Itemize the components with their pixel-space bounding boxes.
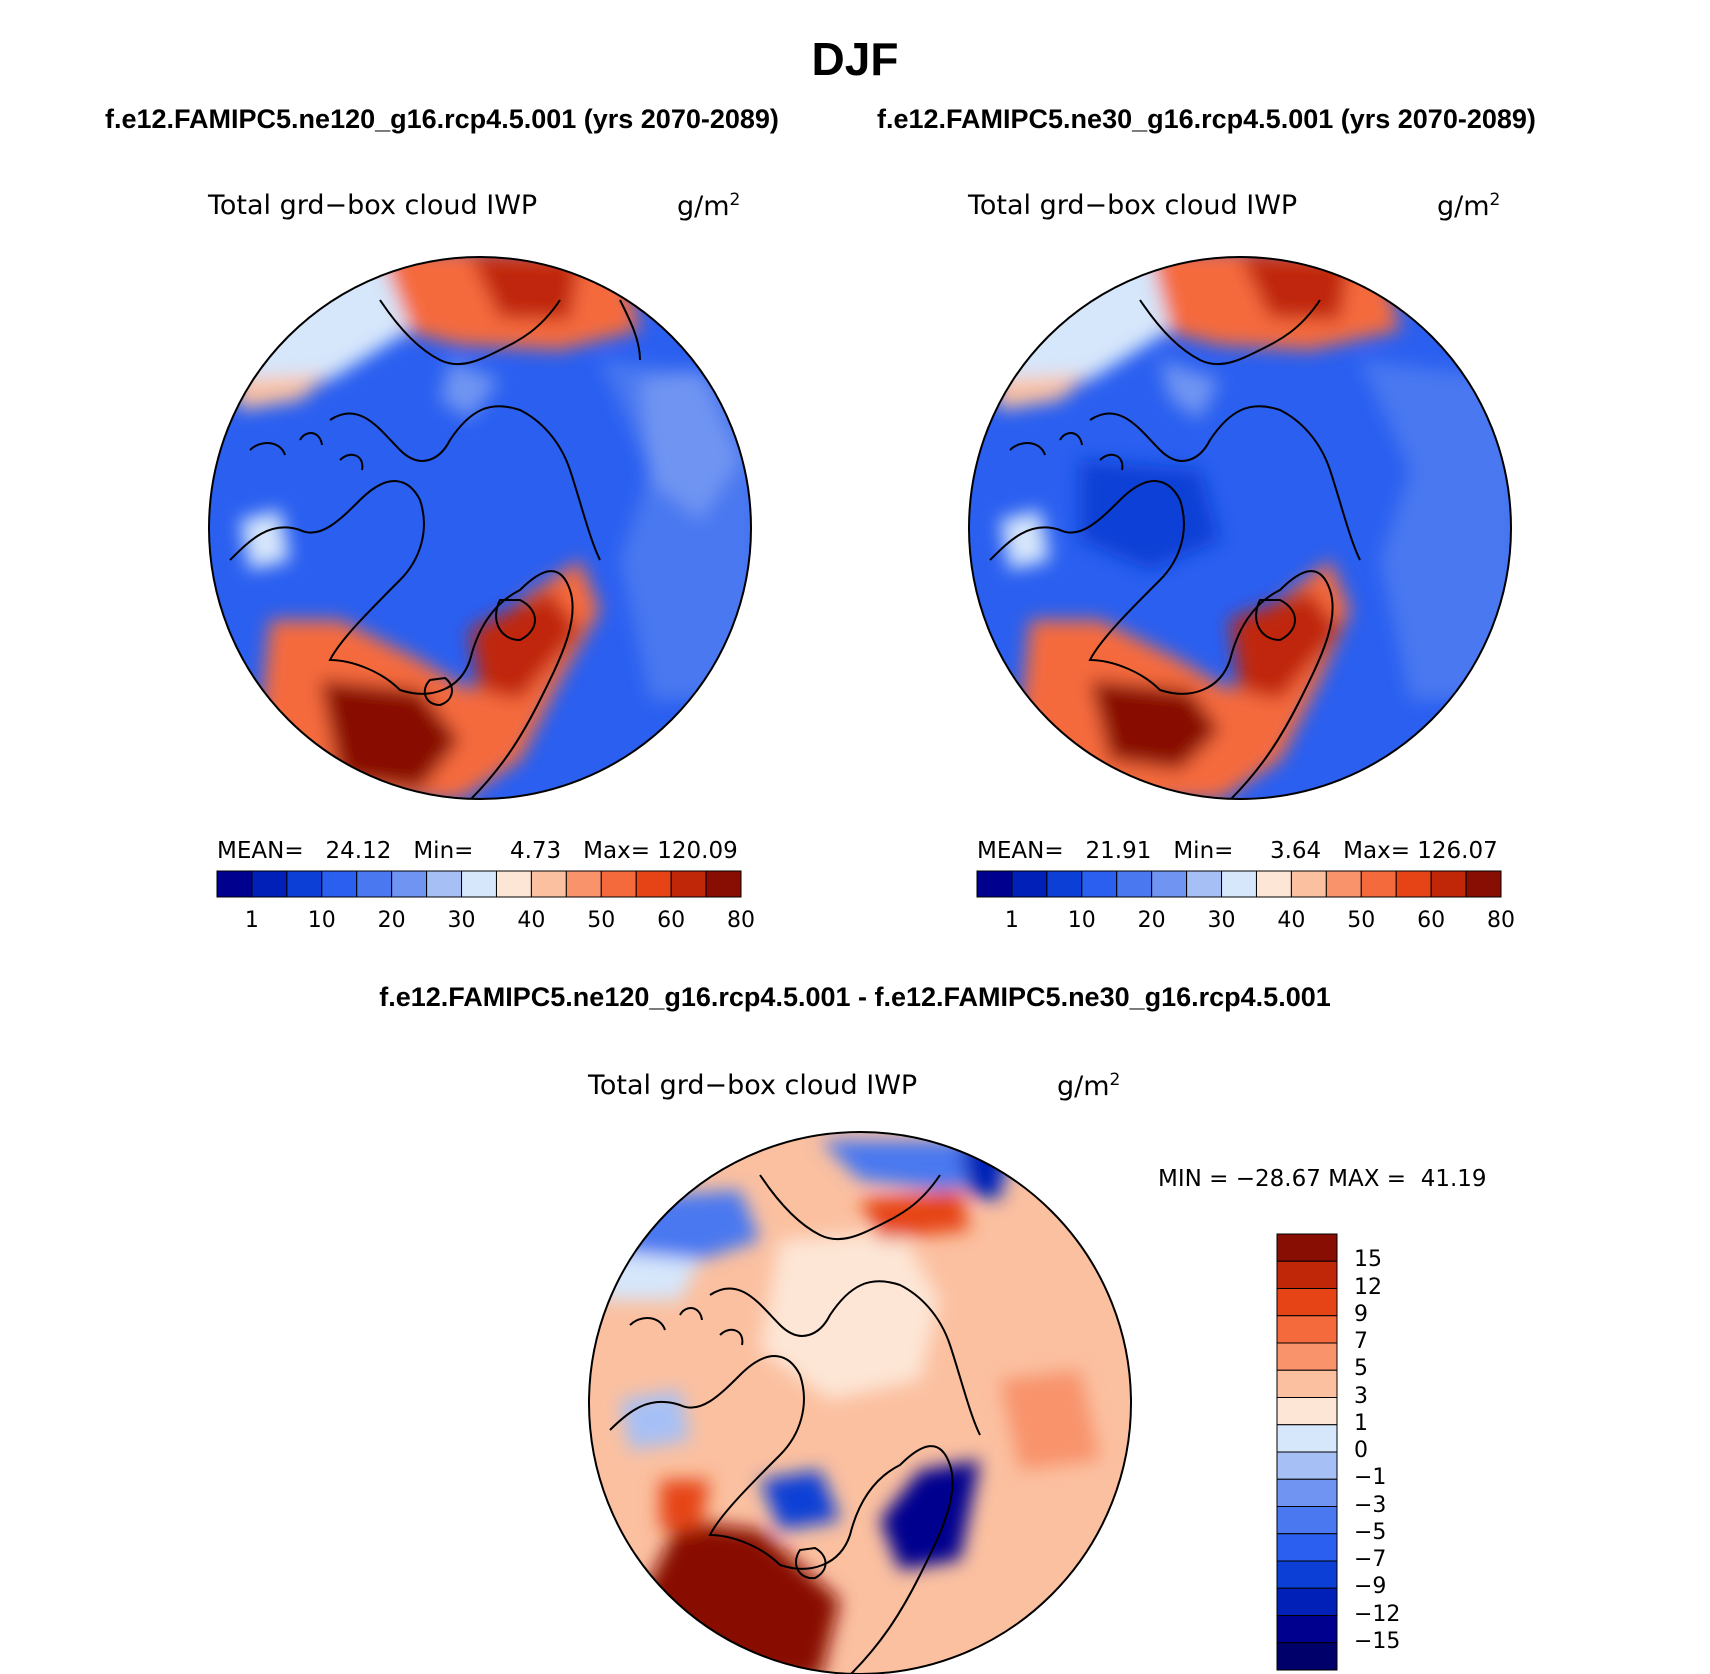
colorbar-swatch bbox=[1255, 870, 1292, 898]
colorbar-swatch bbox=[461, 870, 497, 898]
colorbar-swatch bbox=[1290, 870, 1327, 898]
colorbar-tick-label: −3 bbox=[1354, 1492, 1387, 1518]
colorbar-tick-label: 15 bbox=[1354, 1247, 1382, 1273]
colorbar-tick-label: −7 bbox=[1354, 1547, 1387, 1572]
colorbar-swatch bbox=[600, 870, 637, 898]
colorbar-swatch bbox=[426, 870, 463, 898]
colorbar-swatch bbox=[1276, 1424, 1338, 1453]
colorbar-swatch bbox=[1276, 1560, 1338, 1589]
colorbar-swatch bbox=[1276, 1369, 1338, 1398]
colorbar-tick-label: 50 bbox=[587, 908, 616, 933]
colorbar-tick-label: −9 bbox=[1354, 1574, 1387, 1600]
colorbar-tick-label: 60 bbox=[657, 908, 686, 933]
colorbar-swatch bbox=[1395, 870, 1432, 898]
colorbar-swatch bbox=[1276, 1288, 1338, 1317]
colorbar-tick-label: −5 bbox=[1354, 1519, 1387, 1545]
panel-2-subtitle: f.e12.FAMIPC5.ne30_g16.rcp4.5.001 (yrs 2… bbox=[877, 104, 1536, 134]
panel-2-colorbar-ticks: 1 10 20 30 40 50 60 80 bbox=[976, 908, 1515, 936]
panel-1-colorbar bbox=[216, 870, 742, 898]
colorbar-tick-label: 20 bbox=[1137, 908, 1166, 933]
panel-1-field bbox=[209, 257, 751, 799]
colorbar-swatch bbox=[1276, 1342, 1338, 1371]
colorbar-swatch bbox=[1186, 870, 1223, 898]
colorbar-swatch bbox=[1116, 870, 1153, 898]
colorbar-swatch bbox=[391, 870, 428, 898]
colorbar-swatch bbox=[1011, 870, 1048, 898]
colorbar-swatch bbox=[1430, 870, 1467, 898]
panel-2-units: g/m2 bbox=[1437, 190, 1501, 222]
colorbar-tick-label: 12 bbox=[1354, 1274, 1382, 1300]
difference-title: f.e12.FAMIPC5.ne120_g16.rcp4.5.001 - f.e… bbox=[379, 982, 1331, 1012]
panel-1-stats: MEAN= 24.12 Min= 4.73 Max= 120.09 bbox=[217, 838, 738, 864]
colorbar-tick-label: 60 bbox=[1417, 908, 1446, 933]
panel-2-stats: MEAN= 21.91 Min= 3.64 Max= 126.07 bbox=[977, 838, 1498, 864]
colorbar-swatch bbox=[286, 870, 323, 898]
colorbar-tick-label: −1 bbox=[1354, 1465, 1387, 1491]
colorbar-swatch bbox=[1465, 870, 1502, 898]
colorbar-swatch bbox=[251, 870, 288, 898]
colorbar-tick-label: 80 bbox=[1487, 908, 1515, 933]
colorbar-swatch bbox=[1276, 1260, 1338, 1289]
colorbar-tick-label: 1 bbox=[244, 908, 259, 933]
colorbar-swatch bbox=[1276, 1642, 1338, 1671]
colorbar-tick-label: 40 bbox=[1277, 908, 1306, 933]
colorbar-tick-label: 40 bbox=[517, 908, 546, 933]
colorbar-tick-label: 7 bbox=[1354, 1329, 1368, 1354]
colorbar-tick-label: 3 bbox=[1354, 1383, 1368, 1409]
colorbar-swatch bbox=[1276, 1315, 1338, 1344]
colorbar-swatch bbox=[1046, 870, 1083, 898]
colorbar-swatch bbox=[1276, 1506, 1338, 1535]
panel-2-colorbar bbox=[976, 870, 1502, 898]
colorbar-swatch bbox=[705, 870, 742, 898]
colorbar-tick-label: 10 bbox=[1067, 908, 1096, 933]
difference-colorbar bbox=[1276, 1233, 1338, 1671]
colorbar-tick-label: 30 bbox=[447, 908, 476, 933]
colorbar-tick-label: 9 bbox=[1354, 1301, 1368, 1327]
colorbar-swatch bbox=[976, 870, 1013, 898]
panel-1-colorbar-ticks: 1 10 20 30 40 50 60 80 bbox=[216, 908, 755, 936]
colorbar-swatch bbox=[1221, 870, 1257, 898]
colorbar-swatch bbox=[1276, 1587, 1338, 1616]
colorbar-swatch bbox=[1276, 1478, 1338, 1507]
difference-variable-label: Total grd−box cloud IWP bbox=[588, 1070, 918, 1101]
difference-field bbox=[589, 1132, 1131, 1674]
difference-units: g/m2 bbox=[1057, 1070, 1121, 1102]
colorbar-swatch bbox=[321, 870, 358, 898]
panel-2-field bbox=[969, 257, 1511, 799]
figure-title: DJF bbox=[811, 33, 899, 85]
difference-colorbar-ticks: 15 12 9 7 5 3 1 0 −1 −3 −5 −7 −9 −12 −15 bbox=[1354, 1233, 1454, 1673]
colorbar-swatch bbox=[216, 870, 253, 898]
colorbar-swatch bbox=[1325, 870, 1362, 898]
colorbar-swatch bbox=[565, 870, 602, 898]
colorbar-swatch bbox=[356, 870, 393, 898]
colorbar-tick-label: 30 bbox=[1207, 908, 1236, 933]
difference-minmax: MIN = −28.67 MAX = 41.19 bbox=[1158, 1166, 1487, 1192]
colorbar-swatch bbox=[635, 870, 672, 898]
panel-2-variable-label: Total grd−box cloud IWP bbox=[968, 190, 1298, 221]
panel-1-variable-label: Total grd−box cloud IWP bbox=[208, 190, 538, 221]
colorbar-swatch bbox=[1081, 870, 1118, 898]
colorbar-tick-label: 0 bbox=[1354, 1438, 1368, 1463]
colorbar-swatch bbox=[1276, 1615, 1338, 1644]
colorbar-swatch bbox=[1276, 1451, 1338, 1480]
colorbar-tick-label: 20 bbox=[377, 908, 406, 933]
colorbar-swatch bbox=[1276, 1397, 1338, 1426]
colorbar-swatch bbox=[1151, 870, 1188, 898]
colorbar-tick-label: 1 bbox=[1354, 1410, 1368, 1436]
colorbar-tick-label: 1 bbox=[1004, 908, 1019, 933]
colorbar-swatch bbox=[495, 870, 532, 898]
colorbar-tick-label: 80 bbox=[727, 908, 755, 933]
colorbar-swatch bbox=[530, 870, 567, 898]
colorbar-tick-label: −15 bbox=[1354, 1628, 1401, 1654]
colorbar-swatch bbox=[1276, 1533, 1338, 1562]
colorbar-tick-label: −12 bbox=[1354, 1601, 1401, 1627]
colorbar-swatch bbox=[670, 870, 707, 898]
colorbar-tick-label: 10 bbox=[307, 908, 336, 933]
colorbar-tick-label: 5 bbox=[1354, 1356, 1368, 1382]
panel-1-subtitle: f.e12.FAMIPC5.ne120_g16.rcp4.5.001 (yrs … bbox=[105, 104, 779, 134]
colorbar-swatch bbox=[1276, 1233, 1338, 1262]
colorbar-swatch bbox=[1360, 870, 1397, 898]
panel-1-units: g/m2 bbox=[677, 190, 741, 222]
colorbar-tick-label: 50 bbox=[1347, 908, 1376, 933]
